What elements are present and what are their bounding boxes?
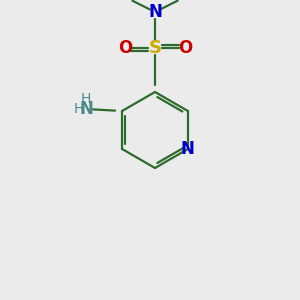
Text: O: O — [178, 39, 192, 57]
Text: H: H — [74, 102, 84, 116]
Text: H: H — [81, 92, 91, 106]
Text: N: N — [181, 140, 195, 158]
Text: N: N — [148, 3, 162, 21]
Text: S: S — [148, 39, 161, 57]
Text: O: O — [118, 39, 132, 57]
Text: N: N — [79, 100, 93, 118]
